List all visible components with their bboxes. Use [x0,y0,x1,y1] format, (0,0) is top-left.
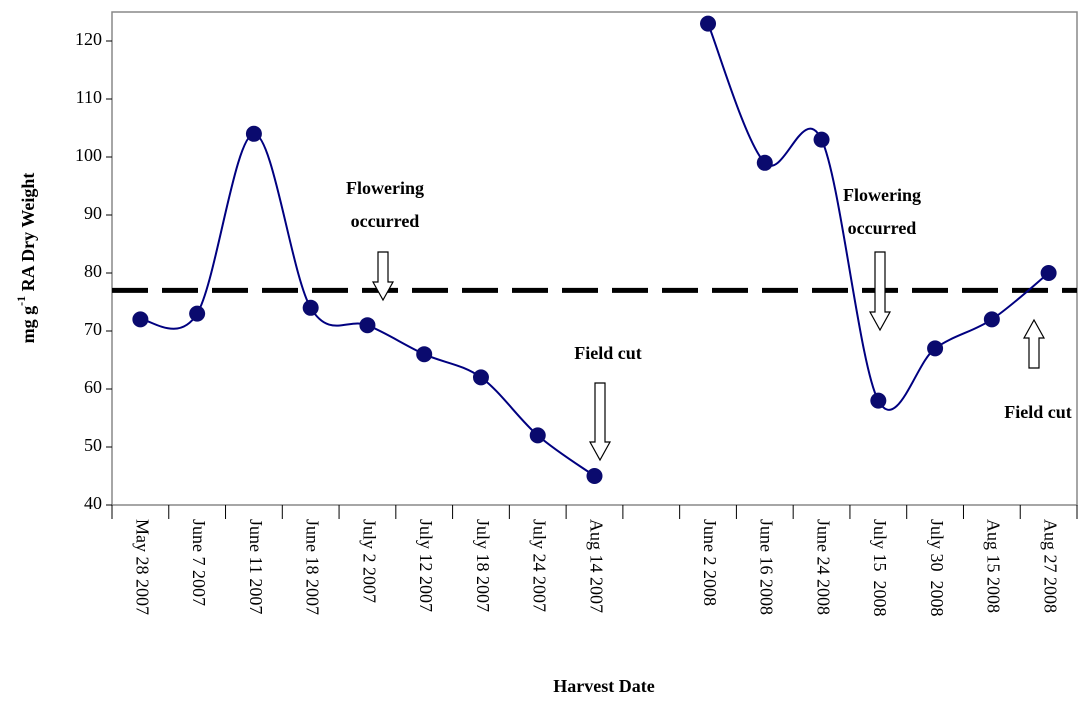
annotation-text: occurred [848,218,917,238]
annotation-text: Field cut [1004,402,1072,422]
annotation-text: Flowering [843,185,921,205]
x-tick-label: Aug 27 2008 [1040,519,1060,613]
data-point [927,340,944,357]
y-tick-label: 110 [76,87,102,107]
annotation-arrow [868,251,892,332]
x-tick-label: July 30 2008 [927,519,947,617]
y-axis-title: mg g-1 RA Dry Weight [14,173,38,344]
y-tick-label: 120 [75,29,102,49]
x-tick-label: July 24 2007 [530,519,550,612]
data-point [529,427,546,444]
x-tick-label: June 11 2007 [246,519,266,614]
x-tick-label: June 7 2007 [189,519,209,606]
annotation-arrow [1022,318,1046,369]
x-tick-label: July 15 2008 [870,519,890,617]
annotation-text: Field cut [574,343,642,363]
y-title-part: RA Dry Weight [18,173,38,296]
x-tick-label: June 16 2008 [757,519,777,615]
data-point [1040,265,1057,281]
annotation-arrow [588,382,612,462]
y-tick-label: 40 [84,493,102,513]
data-point [813,131,830,148]
x-tick-label: May 28 2007 [132,519,152,615]
data-point [472,369,489,386]
y-title-part: mg g [18,306,38,344]
y-tick-label: 80 [84,261,102,281]
x-tick-label: Aug 15 2008 [984,519,1004,613]
y-tick-label: 50 [84,435,102,455]
data-point [245,125,262,142]
y-tick-label: 60 [84,377,102,397]
data-point [700,15,717,32]
y-tick-label: 90 [84,203,102,223]
data-point [302,299,319,316]
annotation-arrow [371,251,395,302]
x-tick-label: July 12 2007 [416,519,436,612]
annotation-text: occurred [351,211,420,231]
annotation-text: Flowering [346,178,424,198]
data-point [132,311,149,328]
data-point [586,468,603,484]
data-point [416,346,433,363]
data-point [359,317,376,334]
x-axis-title: Harvest Date [553,676,654,696]
x-tick-label: June 18 2007 [303,519,323,615]
data-point [756,154,773,171]
x-tick-label: June 2 2008 [700,519,720,606]
data-point [870,392,887,409]
x-tick-label: Aug 14 2007 [586,519,606,613]
y-title-sup: -1 [14,296,28,306]
data-point [983,311,1000,328]
x-tick-label: June 24 2008 [813,519,833,615]
y-tick-label: 100 [75,145,102,165]
x-tick-label: July 18 2007 [473,519,493,612]
y-tick-label: 70 [84,319,102,339]
data-point [189,305,206,322]
x-tick-label: July 2 2007 [359,519,379,603]
